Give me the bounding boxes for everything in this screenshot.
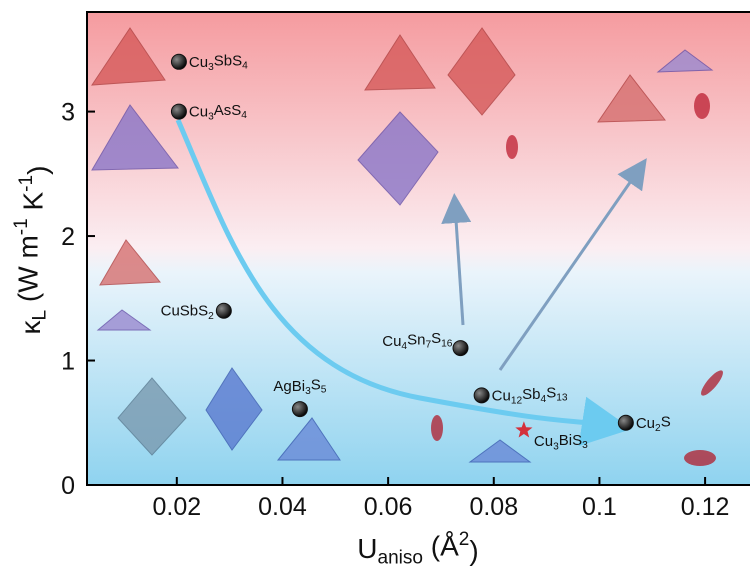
label-part: L bbox=[30, 310, 51, 321]
point bbox=[171, 54, 186, 69]
label-part: -1 bbox=[16, 175, 37, 192]
point bbox=[216, 303, 231, 318]
point bbox=[171, 104, 186, 119]
label-part: (W m bbox=[12, 235, 43, 310]
point bbox=[292, 402, 307, 417]
label-part: ) bbox=[22, 166, 53, 175]
label-part: (Å bbox=[423, 530, 459, 561]
label-part: Cu bbox=[189, 104, 208, 121]
label-part: 2 bbox=[459, 529, 470, 550]
y-tick-label: 2 bbox=[61, 223, 75, 251]
x-tick-label: 0.12 bbox=[681, 493, 730, 521]
label-part: K bbox=[17, 192, 48, 219]
label-part: Cu bbox=[534, 433, 553, 450]
label-part: Cu bbox=[492, 387, 511, 404]
y-tick-label: 0 bbox=[61, 472, 75, 500]
label-part: 16 bbox=[441, 338, 453, 349]
label-part: Sn bbox=[407, 332, 425, 349]
y-tick-label: 1 bbox=[61, 348, 75, 376]
label-part: 2 bbox=[208, 311, 214, 322]
label-part: S bbox=[546, 384, 556, 401]
label-part: 3 bbox=[582, 440, 588, 451]
label-part: ) bbox=[469, 535, 478, 566]
x-tick-label: 0.08 bbox=[469, 493, 518, 521]
x-axis-label: Uaniso (Å2) bbox=[357, 529, 478, 566]
x-tick-label: 0.06 bbox=[364, 493, 413, 521]
x-tick-label: 0.02 bbox=[152, 493, 201, 521]
label-part: Sb bbox=[522, 386, 540, 403]
label-part: 12 bbox=[511, 395, 523, 406]
label-part: -1 bbox=[11, 218, 32, 235]
point bbox=[453, 341, 468, 356]
x-tick-label: 0.04 bbox=[258, 493, 307, 521]
label-part: Cu bbox=[636, 415, 655, 432]
label-part: 13 bbox=[556, 393, 568, 404]
point-label: CuSbS2 bbox=[161, 303, 215, 322]
label-part: S bbox=[431, 330, 441, 347]
label-part: Cu bbox=[382, 333, 401, 350]
label-part: 4 bbox=[241, 110, 247, 121]
label-part: SbS bbox=[214, 52, 242, 69]
label-part: κ bbox=[15, 319, 46, 334]
label-part: 5 bbox=[321, 385, 327, 396]
label-part: U bbox=[357, 533, 377, 564]
label: κL (W m-1 K-1) bbox=[11, 166, 53, 335]
label-part: 4 bbox=[242, 60, 248, 71]
point bbox=[474, 388, 489, 403]
label-part: S bbox=[311, 377, 321, 394]
label-part: CuSbS bbox=[161, 303, 209, 320]
x-tick-label: 0.1 bbox=[582, 493, 617, 521]
label-part: AgBi bbox=[273, 378, 305, 395]
label-part: aniso bbox=[378, 548, 424, 566]
label-part: Cu bbox=[189, 54, 208, 71]
y-tick-label: 3 bbox=[61, 99, 75, 127]
label-part: S bbox=[661, 413, 671, 430]
label-part: AsS bbox=[214, 102, 242, 119]
chart: 01230.020.040.060.080.10.12Uaniso (Å2)κL… bbox=[0, 0, 750, 566]
label-part: BiS bbox=[559, 432, 582, 449]
point bbox=[618, 415, 633, 430]
